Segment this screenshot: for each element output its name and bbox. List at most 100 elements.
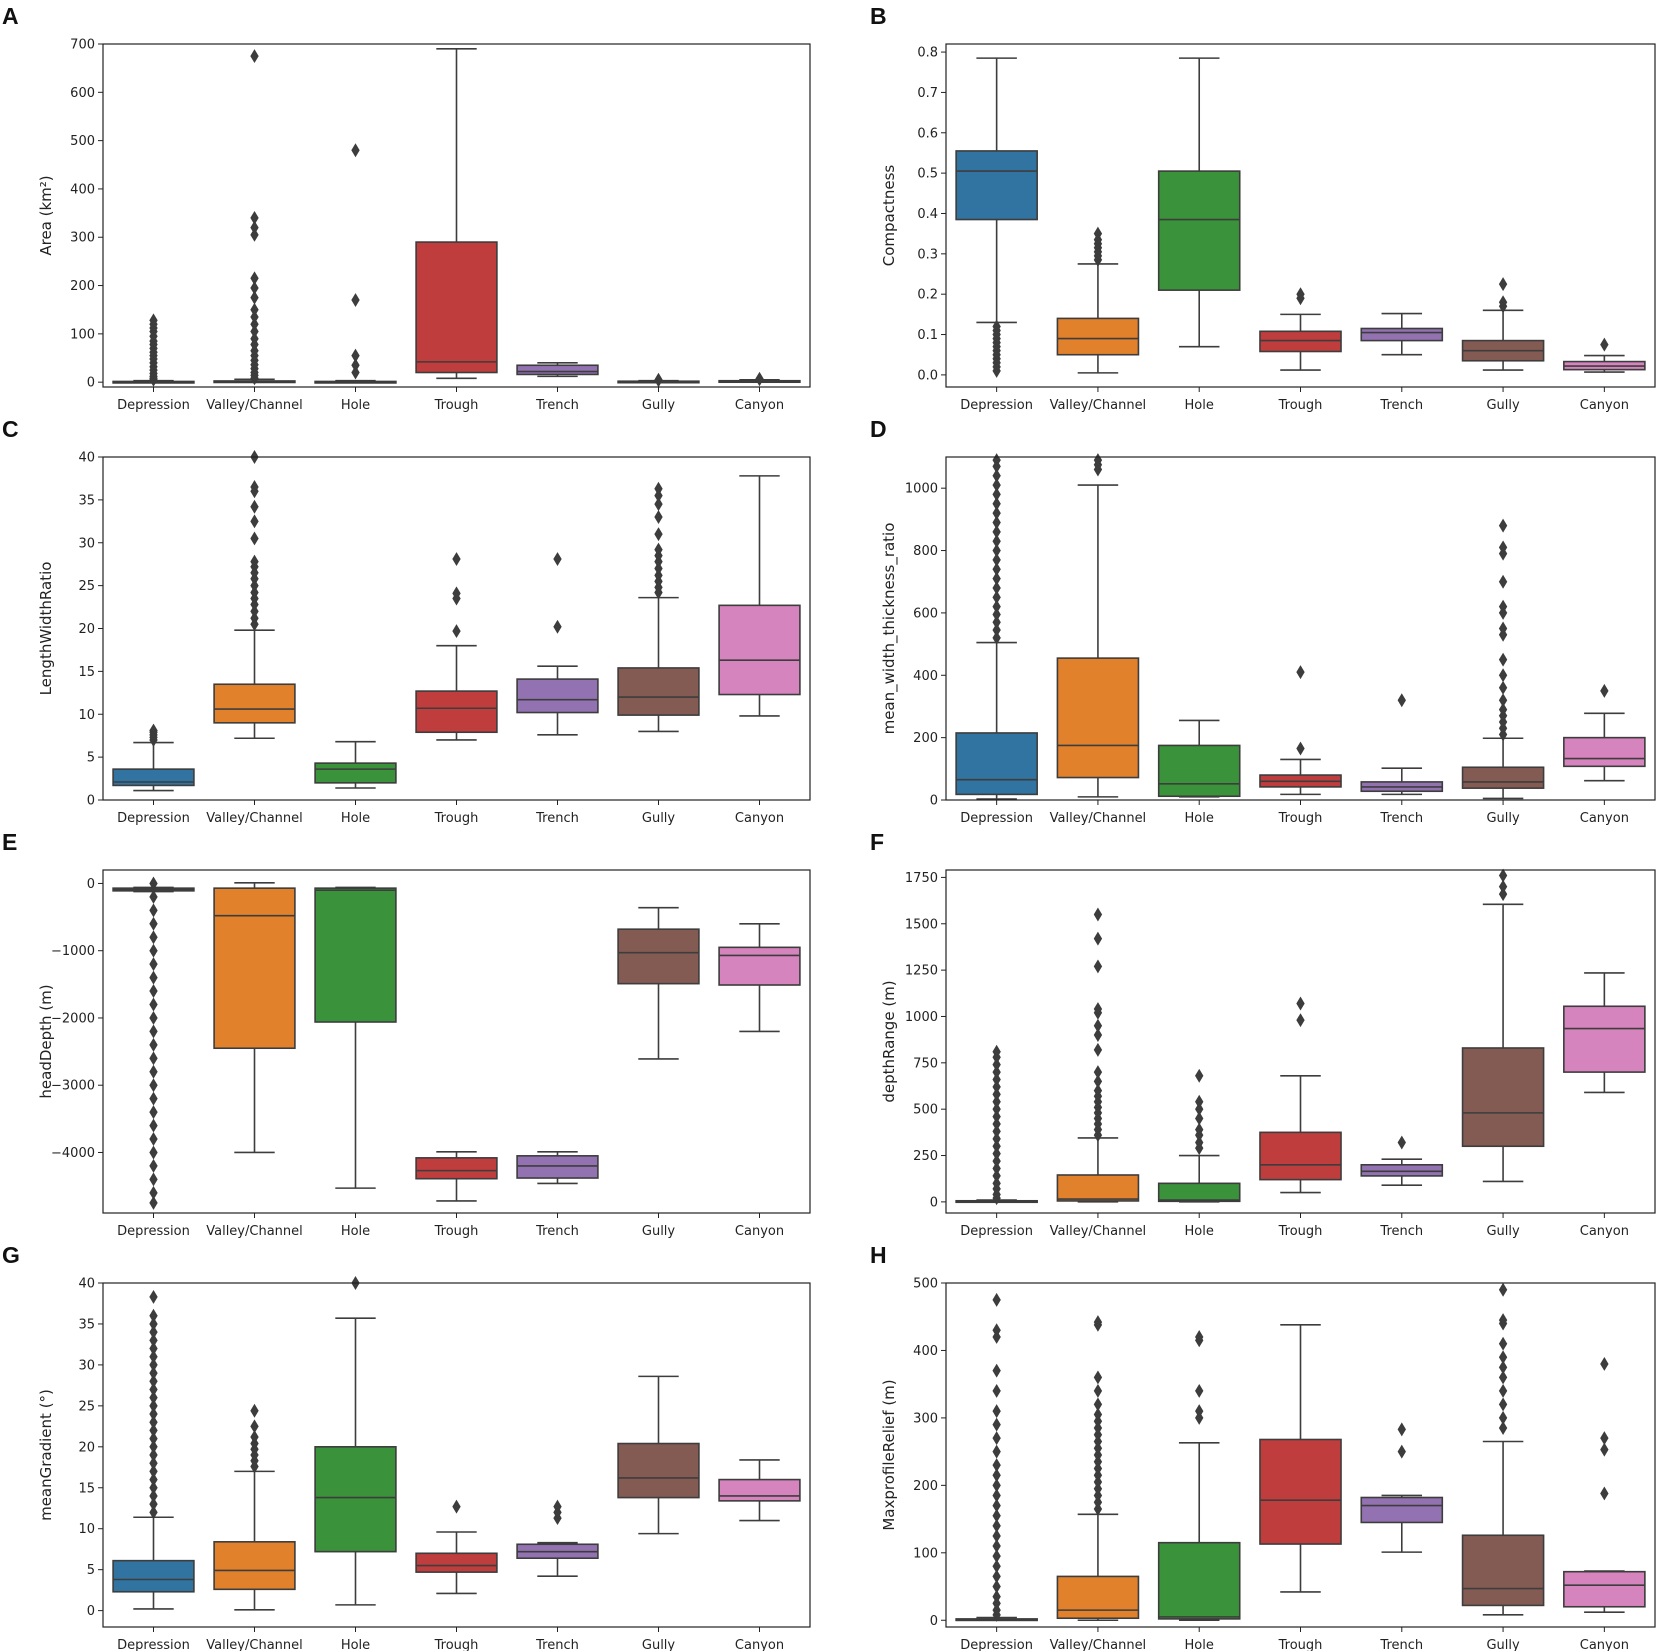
box-iqr [315,888,396,1022]
y-tick-label: 0 [87,794,95,809]
y-tick-label: 0 [87,877,95,892]
box-iqr [1159,1543,1240,1619]
y-tick-label: 100 [913,1546,938,1561]
x-tick-label: Trench [535,1224,579,1239]
y-tick-label: 0.3 [917,247,938,262]
y-tick-label: −4000 [51,1146,95,1161]
box-iqr [1057,1175,1138,1201]
figure-canvas: A0100200300400500600700Depression Valley/… [0,0,1660,1651]
x-tick-label: Gully [642,398,676,413]
box-iqr [315,763,396,783]
x-tick-label: Valley/Channel [1050,1224,1147,1239]
y-tick-label: 500 [913,1103,938,1118]
box-iqr [1564,1572,1645,1607]
x-tick-label: Canyon [735,1224,784,1239]
x-tick-label: Trough [434,1638,479,1651]
y-axis-label: Area (km²) [37,175,55,255]
x-tick-label: Gully [1486,1638,1520,1651]
y-tick-label: 30 [78,536,95,551]
x-tick-label: Valley/Channel [1050,811,1147,826]
panel-letter-g: G [2,1242,20,1268]
x-tick-label: Trough [434,1224,479,1239]
x-tick-label: Canyon [735,398,784,413]
y-tick-label: 20 [78,622,95,637]
y-axis-label: mean_width_thickness_ratio [880,523,899,735]
panel-letter-d: D [870,416,887,442]
y-tick-label: 1250 [905,964,938,979]
y-tick-label: 100 [70,327,95,342]
x-tick-label: Depression [960,398,1033,413]
y-tick-label: 0.5 [917,167,938,182]
y-tick-label: 500 [913,1277,938,1292]
x-tick-label: Hole [1185,1638,1214,1651]
y-tick-label: 30 [78,1358,95,1373]
y-tick-label: 750 [913,1056,938,1071]
y-tick-label: 0 [87,376,95,391]
x-tick-label: Valley/Channel [206,398,303,413]
y-tick-label: 40 [78,451,95,466]
x-tick-label: Hole [1185,1224,1214,1239]
box-iqr [1159,745,1240,796]
y-tick-label: −3000 [51,1079,95,1094]
x-tick-label: Depression [117,1224,190,1239]
x-tick-label: Trough [434,398,479,413]
box-iqr [315,1447,396,1552]
x-tick-label: Valley/Channel [206,1224,303,1239]
x-tick-label: Valley/Channel [1050,1638,1147,1651]
y-tick-label: 0.4 [917,207,938,222]
box-iqr [618,1444,699,1498]
x-tick-label: Depression [117,398,190,413]
y-axis-label: headDepth (m) [37,984,55,1098]
box-iqr [214,888,295,1048]
y-tick-label: 1750 [905,871,938,886]
panel-letter-b: B [870,3,887,29]
x-tick-label: Depression [117,1638,190,1651]
x-tick-label: Hole [1185,398,1214,413]
box-iqr [956,733,1037,794]
box-iqr [1057,658,1138,777]
box-iqr [719,1480,800,1501]
y-tick-label: 0 [930,1614,938,1629]
y-tick-label: 0 [930,1195,938,1210]
y-axis-label: Compactness [880,165,898,267]
y-tick-label: 700 [70,38,95,53]
box-a-trench [517,363,598,377]
box-iqr [1463,1048,1544,1146]
y-axis-label: LengthWidthRatio [37,562,55,696]
panel-letter-f: F [870,829,884,855]
y-tick-label: 25 [78,579,95,594]
x-tick-label: Trough [434,811,479,826]
y-tick-label: 200 [70,279,95,294]
box-iqr [416,691,497,732]
y-tick-label: 0.0 [917,368,938,383]
x-tick-label: Trench [1379,811,1423,826]
y-tick-label: 5 [87,1563,95,1578]
box-iqr [1260,1132,1341,1179]
x-tick-label: Trough [1278,1638,1323,1651]
y-tick-label: 600 [70,86,95,101]
box-iqr [1057,318,1138,354]
x-tick-label: Canyon [1580,1638,1629,1651]
y-tick-label: 300 [70,231,95,246]
x-tick-label: Gully [642,1638,676,1651]
y-tick-label: −2000 [51,1011,95,1026]
x-tick-label: Hole [341,1224,370,1239]
box-iqr [517,365,598,374]
y-tick-label: 600 [913,606,938,621]
x-tick-label: Canyon [1580,811,1629,826]
box-iqr [416,1158,497,1179]
y-tick-label: 1000 [905,482,938,497]
box-iqr [618,929,699,983]
x-tick-label: Trench [535,398,579,413]
x-tick-label: Canyon [735,811,784,826]
y-tick-label: −1000 [51,944,95,959]
box-iqr [1361,1165,1442,1176]
box-e-trench [517,1152,598,1184]
box-iqr [1260,331,1341,351]
y-tick-label: 5 [87,751,95,766]
x-tick-label: Trough [1278,1224,1323,1239]
panel-letter-h: H [870,1242,887,1268]
panel-letter-e: E [2,829,17,855]
x-tick-label: Trough [1278,811,1323,826]
y-tick-label: 500 [70,134,95,149]
